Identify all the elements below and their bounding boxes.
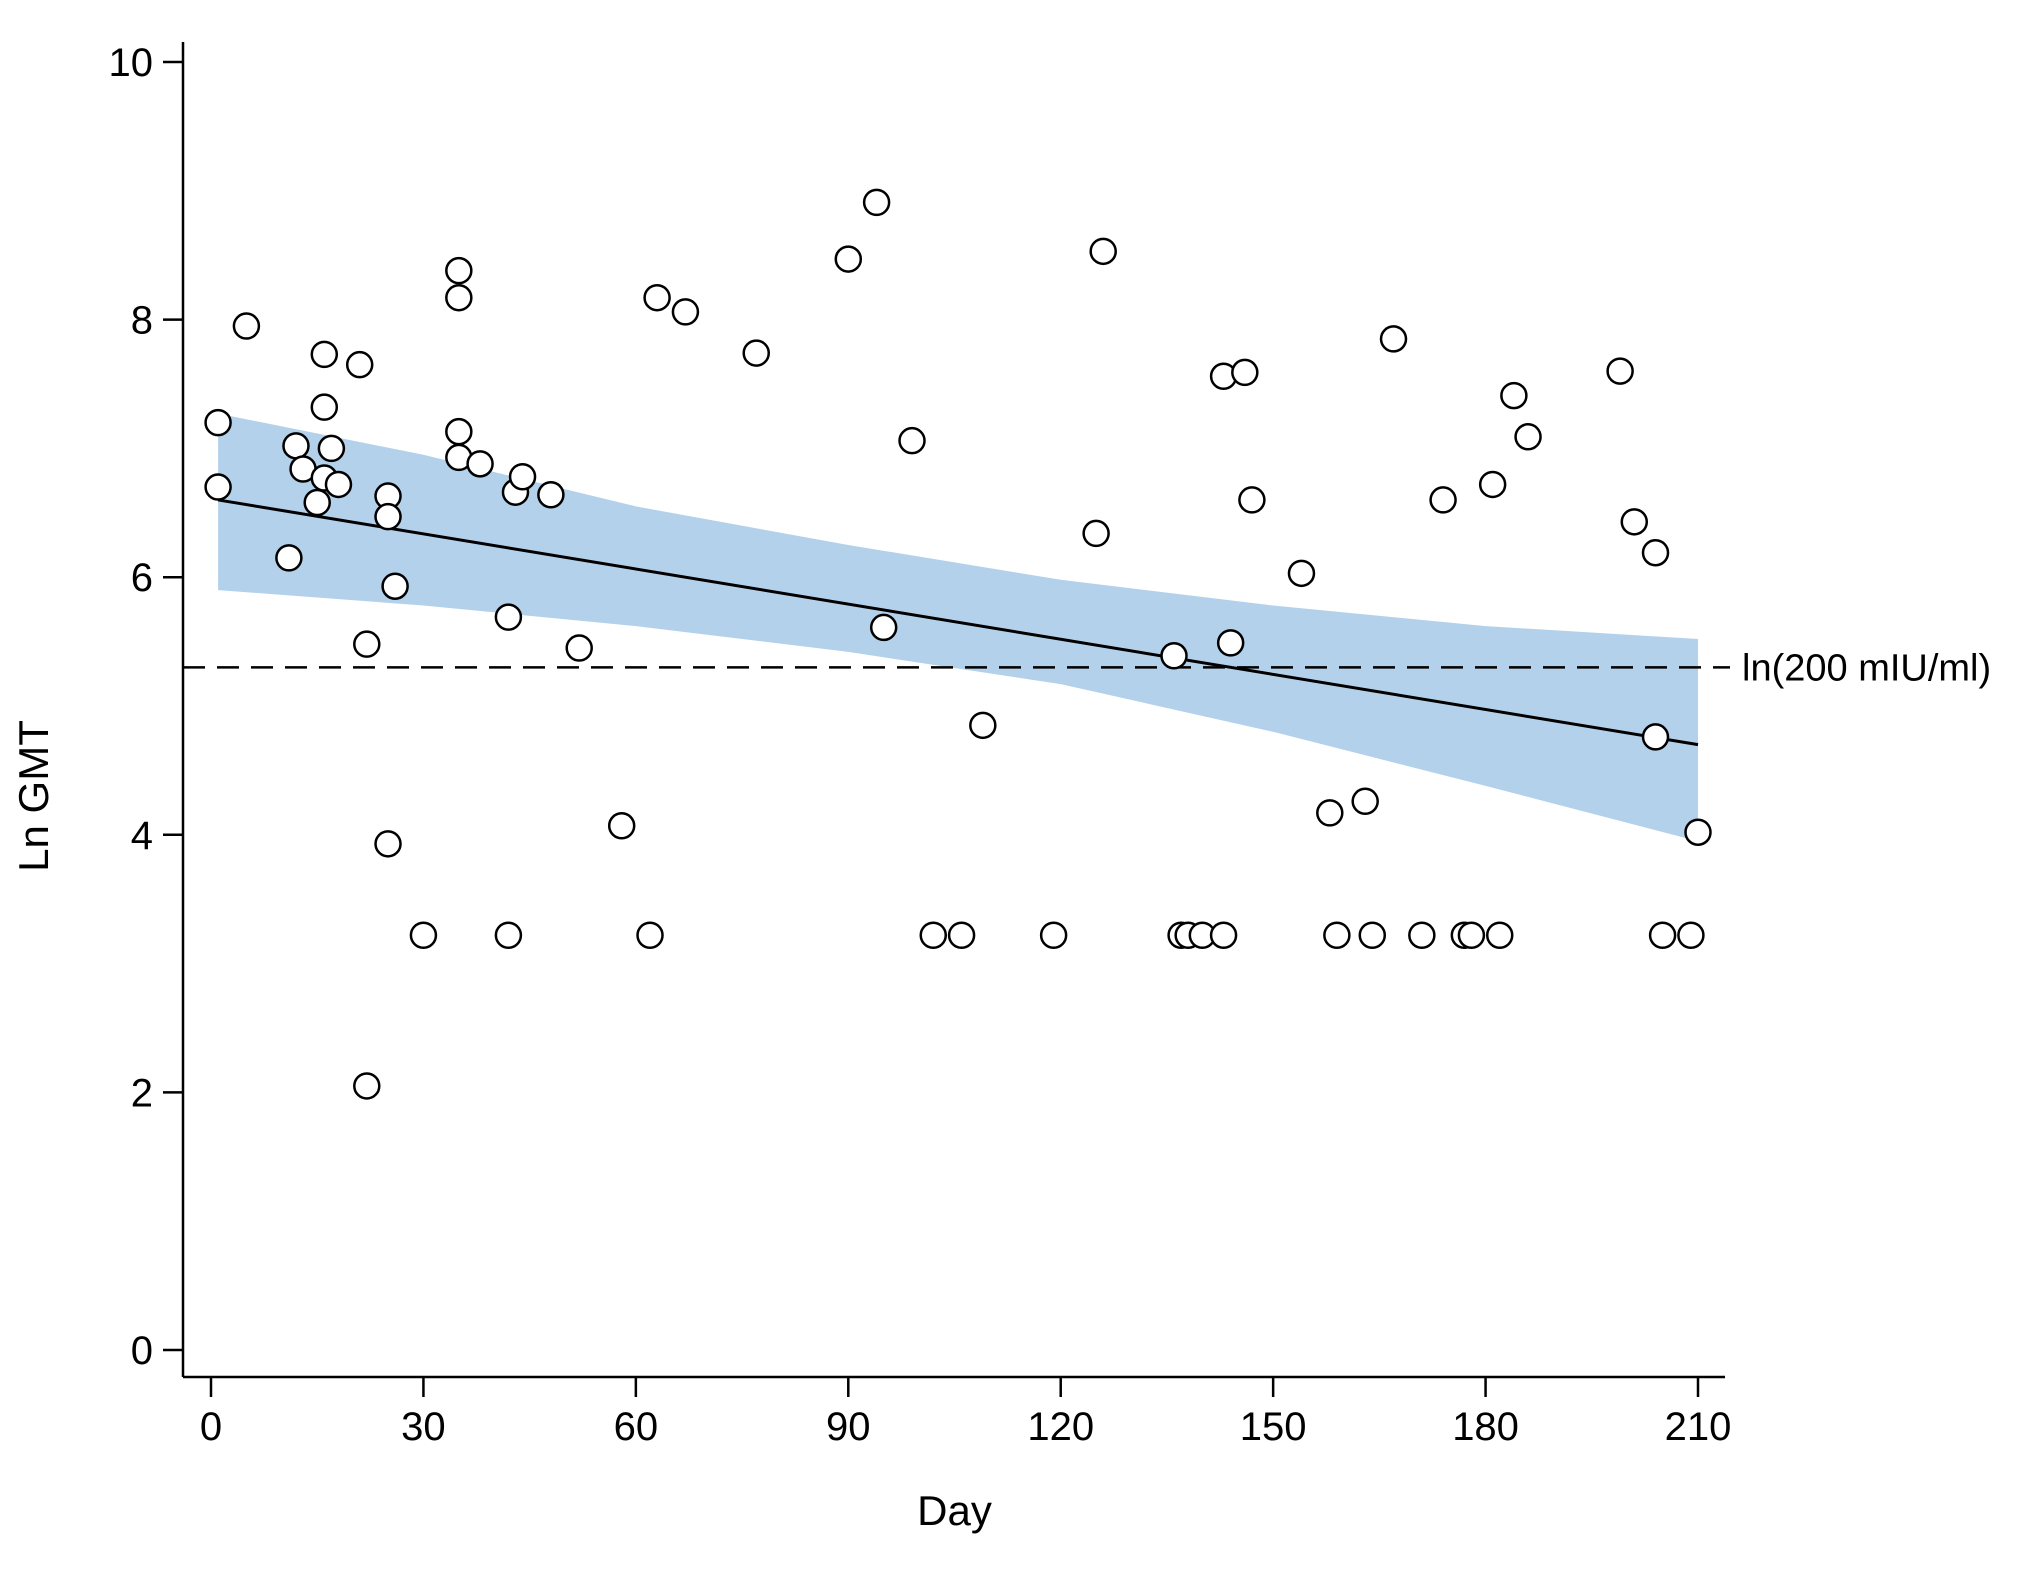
confidence-band: [218, 413, 1699, 842]
data-point: [353, 1072, 381, 1100]
data-point: [1606, 357, 1634, 385]
x-tick-label: 30: [401, 1405, 446, 1449]
data-point: [409, 921, 438, 950]
data-point: [834, 245, 863, 273]
data-point: [671, 298, 700, 326]
y-tick-label: 0: [131, 1329, 153, 1373]
y-tick-label: 2: [131, 1071, 153, 1115]
y-tick-label: 8: [131, 299, 153, 343]
data-point: [204, 408, 232, 437]
data-point: [381, 572, 409, 600]
data-point: [1238, 486, 1266, 514]
data-point: [494, 603, 523, 631]
axes-layer: 0 2 4 6 8 10 0 30 60 90 120 150 180 210: [109, 41, 1732, 1449]
x-tick-label: 150: [1240, 1405, 1307, 1449]
data-point: [1457, 921, 1486, 950]
data-point: [969, 711, 997, 740]
data-point: [607, 812, 636, 840]
data-point: [1514, 423, 1542, 451]
y-tick-label: 10: [109, 41, 154, 85]
data-point: [445, 283, 473, 312]
data-point: [1684, 818, 1712, 846]
regression-line: [217, 498, 1699, 747]
data-point: [1408, 921, 1436, 950]
data-point: [869, 613, 898, 642]
data-point: [1677, 921, 1705, 950]
data-point: [1323, 921, 1351, 950]
x-tick-label: 210: [1665, 1405, 1732, 1449]
data-point: [898, 426, 926, 455]
data-point: [1287, 559, 1316, 588]
data-point: [204, 473, 232, 501]
data-point: [232, 312, 261, 340]
x-tick-label: 0: [200, 1405, 222, 1449]
reference-line-label: ln(200 mIU/ml): [1742, 647, 1991, 689]
data-point: [1351, 787, 1379, 816]
data-point: [353, 630, 381, 658]
data-point: [636, 921, 664, 950]
x-tick-label: 120: [1027, 1405, 1094, 1449]
data-point: [310, 393, 339, 421]
data-point: [1039, 921, 1068, 950]
data-point: [919, 921, 948, 950]
data-point: [742, 339, 770, 367]
data-point: [1641, 538, 1670, 567]
data-point: [445, 417, 473, 446]
data-point: [1316, 799, 1344, 827]
x-tick-label: 90: [826, 1405, 871, 1449]
data-point: [1358, 921, 1387, 950]
data-point: [1082, 519, 1110, 548]
data-point: [445, 256, 473, 285]
data-point: [374, 502, 402, 531]
data-point: [494, 921, 523, 950]
data-point: [466, 450, 494, 478]
data-point: [1620, 508, 1649, 536]
data-point: [1089, 237, 1117, 266]
data-point: [1500, 381, 1528, 410]
data-point: [508, 462, 537, 491]
data-point: [1379, 325, 1408, 353]
data-point: [275, 544, 303, 572]
data-point: [643, 283, 671, 312]
data-point: [1641, 723, 1670, 751]
data-point: [1478, 470, 1507, 499]
x-tick-label: 60: [614, 1405, 659, 1449]
data-point: [1231, 358, 1259, 387]
data-point: [303, 488, 331, 517]
data-point: [317, 434, 346, 463]
data-point: [565, 634, 593, 662]
data-point: [947, 921, 976, 950]
data-point: [1160, 642, 1188, 670]
fit-line-layer: [217, 498, 1699, 747]
data-points-layer: [204, 188, 1712, 1100]
confidence-band-layer: [218, 413, 1699, 842]
y-axis-title: Ln GMT: [10, 720, 57, 872]
data-point: [282, 432, 310, 460]
data-point: [345, 350, 374, 379]
data-point: [1216, 629, 1245, 657]
y-tick-label: 6: [131, 556, 153, 600]
x-axis-title: Day: [917, 1487, 992, 1534]
x-tick-label: 180: [1452, 1405, 1519, 1449]
data-point: [1648, 921, 1677, 950]
data-point: [1485, 921, 1514, 950]
data-point: [374, 830, 402, 858]
data-point: [862, 188, 891, 217]
data-point: [537, 481, 565, 509]
data-point: [324, 470, 353, 499]
data-point: [310, 340, 339, 369]
data-point: [1209, 921, 1238, 950]
y-tick-label: 4: [131, 814, 153, 858]
data-point: [1429, 486, 1457, 514]
